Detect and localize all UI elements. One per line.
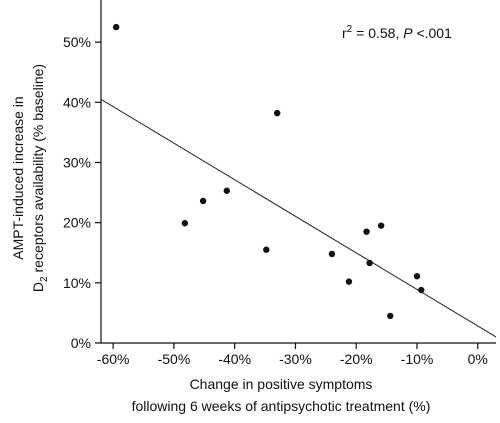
r-label: r [342,25,347,41]
data-point [199,197,207,205]
data-point [263,246,270,253]
p-value: <.001 [413,25,453,41]
x-tick-label: -60% [97,351,130,367]
y-axis-title: AMPT-induced increase in D2 receptors av… [10,64,50,292]
stats-annotation: r2 = 0.58, P <.001 [342,24,452,41]
x-tick-label: -10% [401,351,434,367]
data-point [112,23,120,31]
y-tick-label: 0% [71,335,91,351]
p-label: P [403,25,413,41]
x-axis-title-line1: Change in positive symptoms [190,376,373,392]
y-axis-title-subscript: 2 [39,276,50,282]
y-axis-title-line1: AMPT-induced increase in [10,96,26,259]
x-tick-label: -50% [158,351,191,367]
y-tick-label: 50% [63,34,91,50]
data-point [274,109,281,117]
y-axis-title-rest: receptors availability (% baseline) [30,64,46,276]
data-point [181,220,189,227]
x-tick-label: 0% [468,351,488,367]
y-tick-label: 40% [63,94,91,110]
y-axis-title-line2: D2 receptors availability (% baseline) [30,64,50,292]
y-tick-label: 10% [63,275,91,291]
data-point [223,187,230,194]
data-point [387,312,394,320]
x-axis-ticks: -60% -50% -40% -30% -20% -10% 0% [97,343,488,367]
data-point [345,278,353,285]
regression-line [100,98,497,338]
data-point [366,259,373,267]
x-tick-label: -30% [279,351,312,367]
data-point [363,228,370,235]
x-tick-label: -40% [218,351,251,367]
y-axis-ticks: 0% 10% 20% 30% 40% 50% [63,34,101,351]
y-axis-title-d: D [30,282,46,292]
data-point [413,273,421,280]
y-tick-label: 30% [63,154,91,170]
data-point [328,250,336,258]
r-superscript: 2 [347,24,353,35]
data-point [377,222,385,229]
data-points [112,23,425,320]
plot-area: -60% -50% -40% -30% -20% -10% 0% 0% 10% 20% 30% 40… [63,0,497,367]
x-tick-label: -20% [340,351,373,367]
data-point [418,286,425,294]
r-value: = 0.58, [352,25,403,41]
y-tick-label: 20% [63,215,91,231]
x-axis-title-line2: following 6 weeks of antipsychotic treat… [132,398,431,414]
